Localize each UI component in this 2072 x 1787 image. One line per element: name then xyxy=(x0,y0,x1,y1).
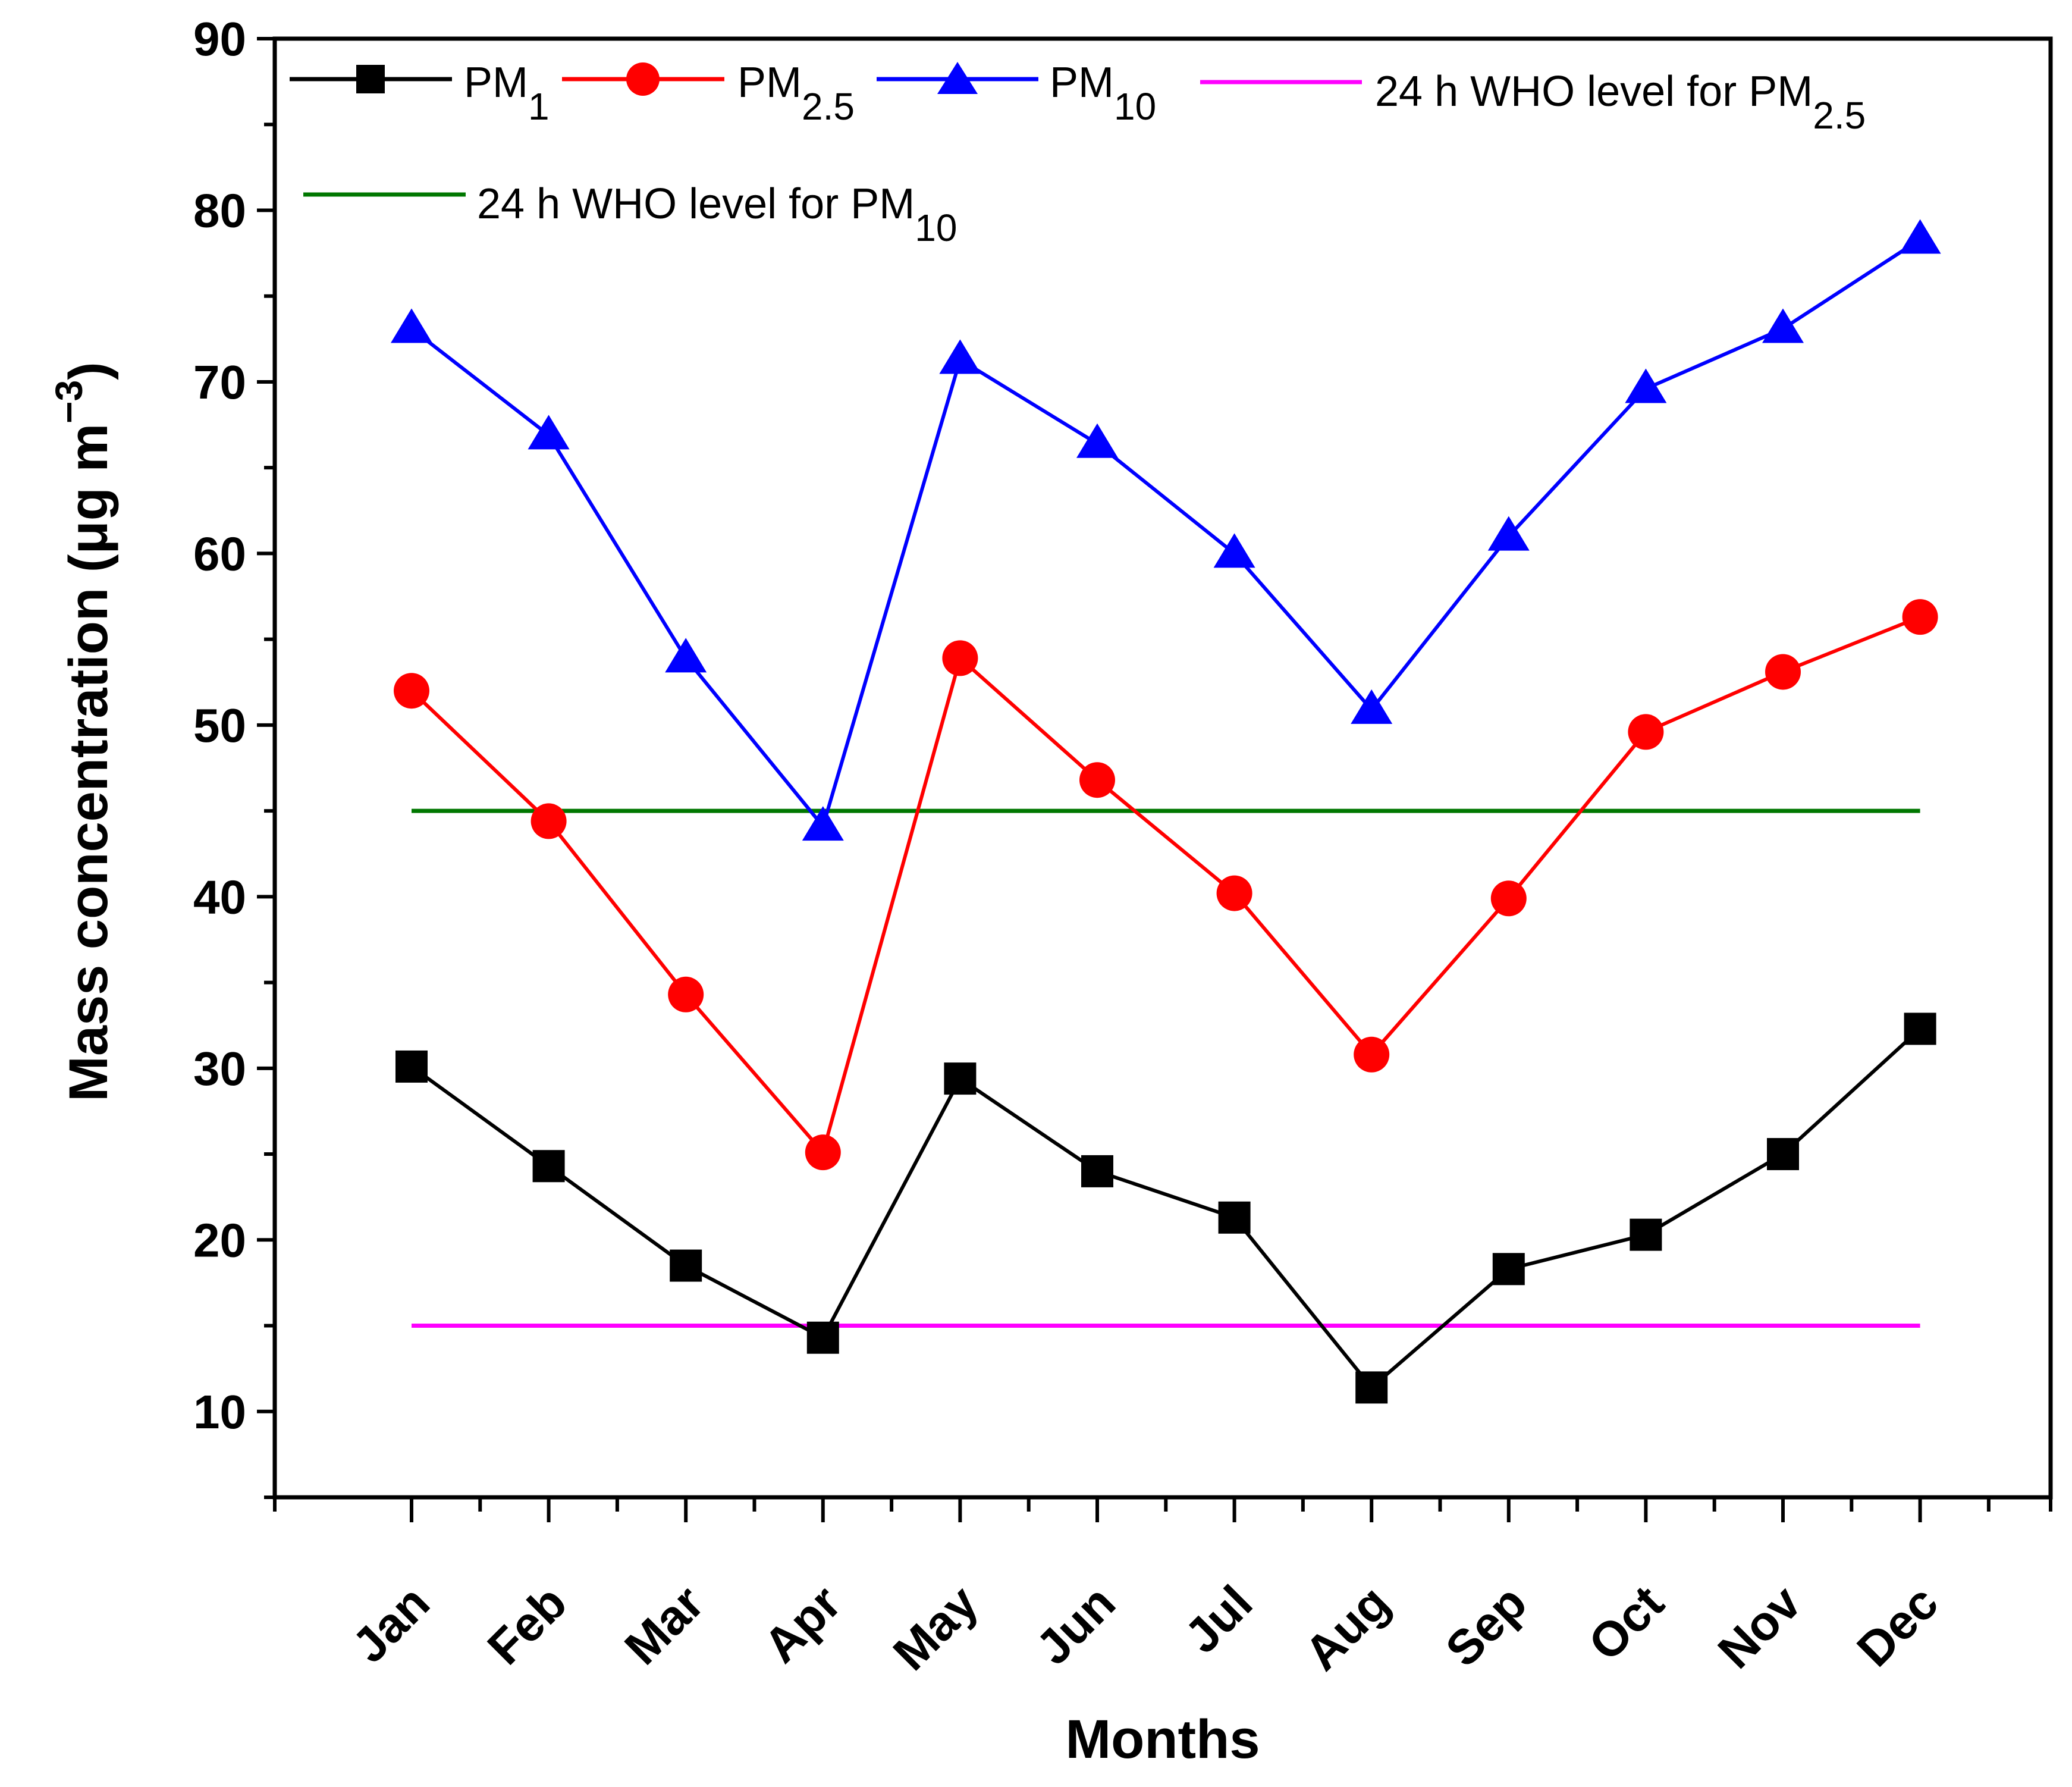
y-axis-title: Mass concentration (μg m−3) xyxy=(48,362,119,1102)
data-point-pm1-mar xyxy=(670,1249,702,1282)
data-point-pm25-jun xyxy=(1079,762,1115,798)
legend-item-pm10: PM10 xyxy=(877,59,1156,128)
x-tick-label-dec: Dec xyxy=(1847,1575,1949,1677)
y-tick-label: 40 xyxy=(193,870,246,923)
data-point-pm10-oct xyxy=(1625,368,1667,403)
y-tick-label: 20 xyxy=(193,1214,246,1266)
data-point-pm10-aug xyxy=(1351,689,1393,724)
data-point-pm25-jan xyxy=(394,673,429,709)
legend-label-who-pm25: 24 h WHO level for PM2.5 xyxy=(1375,68,1866,137)
data-point-pm25-sep xyxy=(1490,880,1527,917)
legend-label-pm1: PM1 xyxy=(464,59,550,128)
data-point-pm10-dec xyxy=(1899,219,1941,254)
y-tick-label: 70 xyxy=(193,356,246,409)
data-point-pm10-jun xyxy=(1076,423,1118,458)
series-line-pm25 xyxy=(410,615,1921,1155)
data-point-pm10-jul xyxy=(1213,533,1255,568)
x-tick-label-may: May xyxy=(883,1575,988,1681)
x-tick-label-sep: Sep xyxy=(1436,1575,1537,1677)
y-tick-label: 80 xyxy=(193,184,246,237)
reference-lines xyxy=(412,808,1920,1328)
y-axis-title-main: Mass concentration (μg m xyxy=(58,424,119,1102)
y-axis: 10 20 30 40 50 60 70 80 90 xyxy=(193,12,275,1499)
x-tick-label-jan: Jan xyxy=(342,1575,439,1673)
series-markers xyxy=(391,219,1941,1404)
legend-marker-pm1 xyxy=(356,65,385,93)
data-point-pm25-jul xyxy=(1216,875,1252,911)
data-point-pm1-jul xyxy=(1218,1201,1251,1234)
legend-item-pm25: PM2.5 xyxy=(562,59,855,128)
data-point-pm1-may xyxy=(944,1062,977,1095)
x-tick-label-apr: Apr xyxy=(754,1575,851,1673)
legend-label-pm10: PM10 xyxy=(1050,59,1156,128)
data-point-pm25-aug xyxy=(1354,1036,1390,1073)
data-point-pm25-may xyxy=(942,640,978,676)
y-tick-label: 50 xyxy=(193,699,246,752)
y-axis-title-superscript: −3 xyxy=(48,380,90,424)
legend-label-who-pm10: 24 h WHO level for PM10 xyxy=(477,180,957,249)
data-point-pm25-mar xyxy=(668,976,704,1012)
x-tick-label-feb: Feb xyxy=(478,1575,577,1675)
series-lines xyxy=(410,237,1922,1390)
data-point-pm1-dec xyxy=(1904,1012,1936,1045)
y-axis-title-close: ) xyxy=(58,362,119,380)
legend: PM1 PM2.5 PM10 24 h WHO level for PM2.5 … xyxy=(290,59,1866,249)
series-line-pm10 xyxy=(410,237,1922,829)
data-point-pm10-feb xyxy=(528,415,570,450)
data-point-pm1-sep xyxy=(1492,1253,1525,1286)
legend-item-who-pm25: 24 h WHO level for PM2.5 xyxy=(1200,68,1866,137)
data-point-pm1-apr xyxy=(806,1321,839,1354)
x-axis: Jan Feb Mar Apr May Jun Jul Aug Sep Oct Nov Dec xyxy=(273,1497,2052,1681)
x-tick-label-jul: Jul xyxy=(1175,1575,1263,1663)
data-point-pm1-jan xyxy=(395,1050,428,1083)
y-tick-label: 90 xyxy=(193,12,246,65)
legend-marker-pm25 xyxy=(626,62,660,96)
data-point-pm10-nov xyxy=(1762,308,1804,343)
data-point-pm25-feb xyxy=(530,803,567,839)
x-tick-label-oct: Oct xyxy=(1578,1575,1674,1671)
y-tick-label: 10 xyxy=(193,1385,246,1438)
x-axis-title: Months xyxy=(1065,1709,1260,1770)
y-tick-label: 60 xyxy=(193,527,246,580)
data-point-pm10-jan xyxy=(391,308,432,343)
y-tick-label: 30 xyxy=(193,1042,246,1095)
x-tick-label-mar: Mar xyxy=(614,1575,714,1675)
series-line-pm1 xyxy=(410,1027,1922,1390)
data-point-pm25-dec xyxy=(1902,599,1938,635)
data-point-pm1-nov xyxy=(1767,1138,1799,1171)
data-point-pm10-apr xyxy=(802,806,844,841)
x-tick-label-nov: Nov xyxy=(1708,1575,1812,1679)
legend-label-pm25: PM2.5 xyxy=(737,59,855,128)
data-point-pm10-mar xyxy=(665,638,707,673)
plot-frame xyxy=(272,36,2053,1500)
data-point-pm1-jun xyxy=(1081,1155,1113,1187)
legend-item-pm1: PM1 xyxy=(290,59,550,128)
data-point-pm1-oct xyxy=(1630,1218,1662,1251)
x-tick-label-jun: Jun xyxy=(1026,1575,1125,1675)
x-tick-label-aug: Aug xyxy=(1295,1575,1400,1681)
data-point-pm1-feb xyxy=(532,1150,565,1183)
data-point-pm25-nov xyxy=(1765,654,1801,690)
legend-marker-pm10 xyxy=(937,62,978,94)
data-point-pm10-sep xyxy=(1487,516,1530,551)
legend-item-who-pm10: 24 h WHO level for PM10 xyxy=(303,180,957,249)
data-point-pm10-may xyxy=(939,339,981,374)
data-point-pm25-oct xyxy=(1628,714,1664,750)
data-point-pm1-aug xyxy=(1355,1371,1388,1404)
data-point-pm25-apr xyxy=(805,1134,841,1171)
